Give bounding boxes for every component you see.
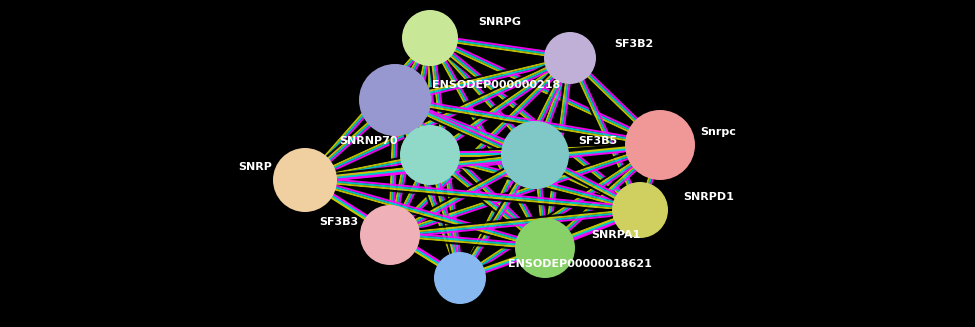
- Text: SF3B3: SF3B3: [319, 217, 358, 227]
- Text: SNRPG: SNRPG: [478, 17, 521, 27]
- Circle shape: [359, 64, 431, 136]
- Circle shape: [402, 10, 458, 66]
- Circle shape: [625, 110, 695, 180]
- Text: SNRPA1: SNRPA1: [591, 230, 641, 240]
- Circle shape: [515, 218, 575, 278]
- Text: SNRNP70: SNRNP70: [339, 136, 398, 146]
- Text: ENSODEP000000218: ENSODEP000000218: [432, 80, 561, 90]
- Text: Snrpc: Snrpc: [700, 127, 736, 137]
- Circle shape: [544, 32, 596, 84]
- Text: ENSODEP00000018621: ENSODEP00000018621: [508, 259, 652, 269]
- Circle shape: [501, 121, 569, 189]
- Circle shape: [612, 182, 668, 238]
- Circle shape: [400, 125, 460, 185]
- Circle shape: [360, 205, 420, 265]
- Circle shape: [434, 252, 486, 304]
- Text: SF3B5: SF3B5: [578, 136, 617, 146]
- Circle shape: [273, 148, 337, 212]
- Text: SNRPD1: SNRPD1: [683, 192, 734, 202]
- Text: SNRP: SNRP: [238, 162, 272, 172]
- Text: SF3B2: SF3B2: [614, 39, 653, 49]
